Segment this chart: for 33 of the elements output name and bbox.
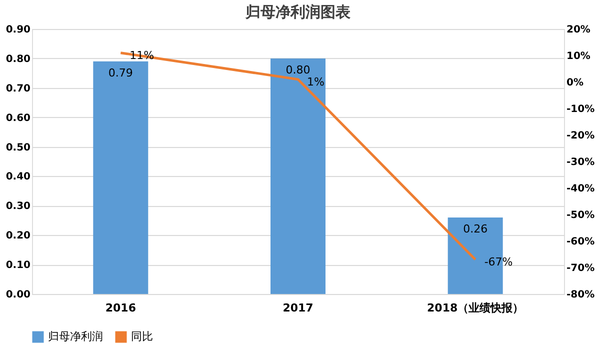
x-tick-label: 2016: [105, 302, 136, 314]
y-tick-label: 0.90: [6, 24, 31, 36]
y-tick-label: 0.20: [6, 230, 31, 242]
y2-tick-label: -20%: [566, 130, 595, 142]
y2-tick-label: 10%: [566, 51, 590, 62]
y2-tick-label: 20%: [566, 24, 590, 36]
y2-tick-label: 0%: [566, 78, 584, 88]
y-tick-label: 0.40: [6, 172, 31, 183]
y-tick-label: 0.30: [6, 201, 31, 212]
y2-tick-label: -50%: [566, 210, 595, 221]
chart-title: 归母净利润图表: [244, 3, 352, 21]
data-label: 0.26: [463, 222, 488, 236]
data-label: 0.80: [286, 63, 310, 76]
bar: [270, 58, 326, 294]
y2-tick-label: -60%: [566, 236, 595, 248]
x-tick-label: 2018（业绩快报）: [427, 302, 524, 314]
y-tick-label: 0.00: [6, 290, 31, 300]
y-tick-label: 0.80: [6, 54, 31, 65]
x-tick-label: 2017: [282, 302, 314, 314]
y-tick-label: 0.50: [6, 142, 31, 154]
y2-tick-label: -30%: [566, 157, 595, 168]
y2-tick-label: -10%: [566, 104, 595, 115]
y2-tick-label: -70%: [566, 263, 595, 274]
data-label: 1%: [307, 75, 324, 88]
y-tick-label: 0.10: [6, 260, 31, 272]
y-tick-label: 0.60: [6, 112, 31, 124]
data-label: 0.79: [108, 66, 133, 80]
bar: [93, 61, 148, 294]
y-tick-label: 0.70: [6, 83, 31, 94]
y2-tick-label: -80%: [566, 290, 595, 300]
legend-label: 同比: [131, 330, 153, 343]
legend-label: 归母净利润: [48, 330, 103, 343]
y2-tick-label: -40%: [566, 184, 595, 194]
